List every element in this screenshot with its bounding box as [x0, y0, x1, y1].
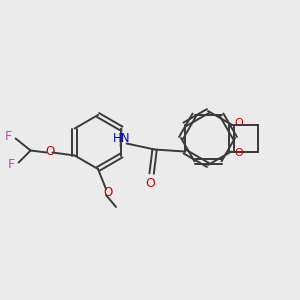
Text: O: O [45, 145, 54, 158]
Text: HN: HN [113, 132, 130, 145]
Text: O: O [103, 185, 112, 199]
Text: F: F [5, 130, 12, 143]
Text: O: O [234, 118, 243, 128]
Text: O: O [146, 177, 156, 190]
Text: O: O [234, 148, 243, 158]
Text: F: F [8, 158, 15, 171]
